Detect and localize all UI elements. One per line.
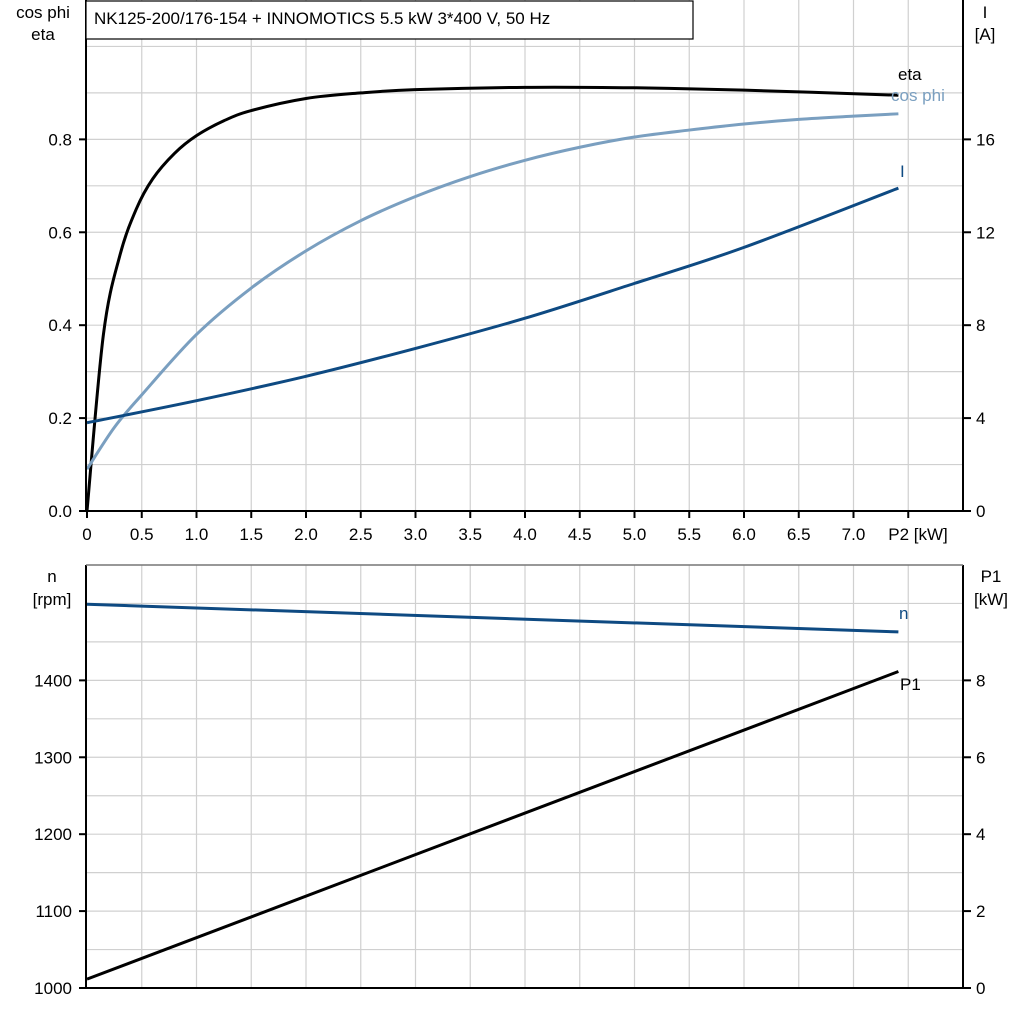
x-tick-label: 0 bbox=[82, 525, 91, 544]
top-series bbox=[85, 85, 899, 512]
x-tick-label: 3.5 bbox=[458, 525, 482, 544]
title-box bbox=[85, 0, 694, 40]
top-left-ylabel-1: cos phi bbox=[16, 3, 70, 22]
left-tick-label: 1000 bbox=[34, 979, 72, 998]
x-axis-label: P2 [kW] bbox=[888, 525, 948, 544]
left-tick-label: 1200 bbox=[34, 825, 72, 844]
x-tick-label: 4.5 bbox=[568, 525, 592, 544]
left-tick-label: 0.8 bbox=[48, 130, 72, 149]
speed-series-label: n bbox=[899, 604, 908, 623]
left-tick-label: 1100 bbox=[35, 902, 72, 921]
cos-phi-series-label: cos phi bbox=[891, 86, 945, 105]
right-tick-label: 8 bbox=[976, 671, 985, 690]
right-tick-label: 4 bbox=[976, 825, 985, 844]
x-tick-label: 2.5 bbox=[349, 525, 373, 544]
top-axes: 0.0 0.2 0.4 0.6 0.8 0 4 8 12 16 0 0.5 1.0 1.5 2.0 2.5 3.… bbox=[48, 0, 995, 544]
bottom-grid bbox=[87, 565, 963, 988]
left-tick-label: 0.4 bbox=[48, 316, 72, 335]
right-tick-label: 16 bbox=[976, 130, 995, 149]
x-tick-label: 2.0 bbox=[294, 525, 318, 544]
top-left-ylabel-2: eta bbox=[31, 25, 55, 44]
bottom-left-ylabel-1: n bbox=[47, 567, 56, 586]
x-tick-label: 5.0 bbox=[623, 525, 647, 544]
x-tick-label: 4.0 bbox=[513, 525, 537, 544]
chart-title: NK125-200/176-154 + INNOMOTICS 5.5 kW 3*… bbox=[94, 9, 550, 28]
right-tick-label: 12 bbox=[976, 223, 995, 242]
series-line-i bbox=[86, 186, 899, 425]
eta-series-label: eta bbox=[898, 65, 922, 84]
p1-series-label: P1 bbox=[900, 675, 921, 694]
bottom-series bbox=[86, 602, 899, 981]
right-tick-label: 8 bbox=[976, 316, 985, 335]
x-tick-label: 0.5 bbox=[130, 525, 154, 544]
x-tick-label: 6.5 bbox=[787, 525, 811, 544]
bottom-axes: 1000 1100 1200 1300 1400 0 2 4 6 8 bbox=[34, 564, 985, 998]
left-tick-label: 0.0 bbox=[48, 502, 72, 521]
left-tick-label: 1300 bbox=[34, 748, 72, 767]
top-right-ylabel-1: I bbox=[983, 3, 988, 22]
right-tick-label: 6 bbox=[976, 748, 985, 767]
left-tick-label: 1400 bbox=[34, 671, 72, 690]
right-tick-label: 4 bbox=[976, 409, 985, 428]
bottom-right-ylabel-2: [kW] bbox=[974, 590, 1008, 609]
x-tick-label: 1.5 bbox=[239, 525, 263, 544]
left-tick-label: 0.6 bbox=[48, 223, 72, 242]
right-tick-label: 2 bbox=[976, 902, 985, 921]
current-series-label: I bbox=[900, 162, 905, 181]
x-tick-label: 7.0 bbox=[842, 525, 866, 544]
bottom-right-ylabel-1: P1 bbox=[981, 567, 1002, 586]
x-tick-label: 6.0 bbox=[732, 525, 756, 544]
right-tick-label: 0 bbox=[976, 979, 985, 998]
top-grid bbox=[87, 0, 963, 511]
bottom-left-ylabel-2: [rpm] bbox=[33, 590, 72, 609]
x-tick-label: 3.0 bbox=[404, 525, 428, 544]
left-tick-label: 0.2 bbox=[48, 409, 72, 428]
x-tick-label: 1.0 bbox=[185, 525, 209, 544]
series-line-cos-phi bbox=[85, 112, 899, 471]
top-right-ylabel-2: [A] bbox=[975, 25, 996, 44]
series-line-p1 bbox=[86, 670, 899, 981]
right-tick-label: 0 bbox=[976, 502, 985, 521]
x-tick-label: 5.5 bbox=[677, 525, 701, 544]
series-line-n bbox=[86, 602, 899, 634]
series-line-eta bbox=[85, 85, 899, 512]
